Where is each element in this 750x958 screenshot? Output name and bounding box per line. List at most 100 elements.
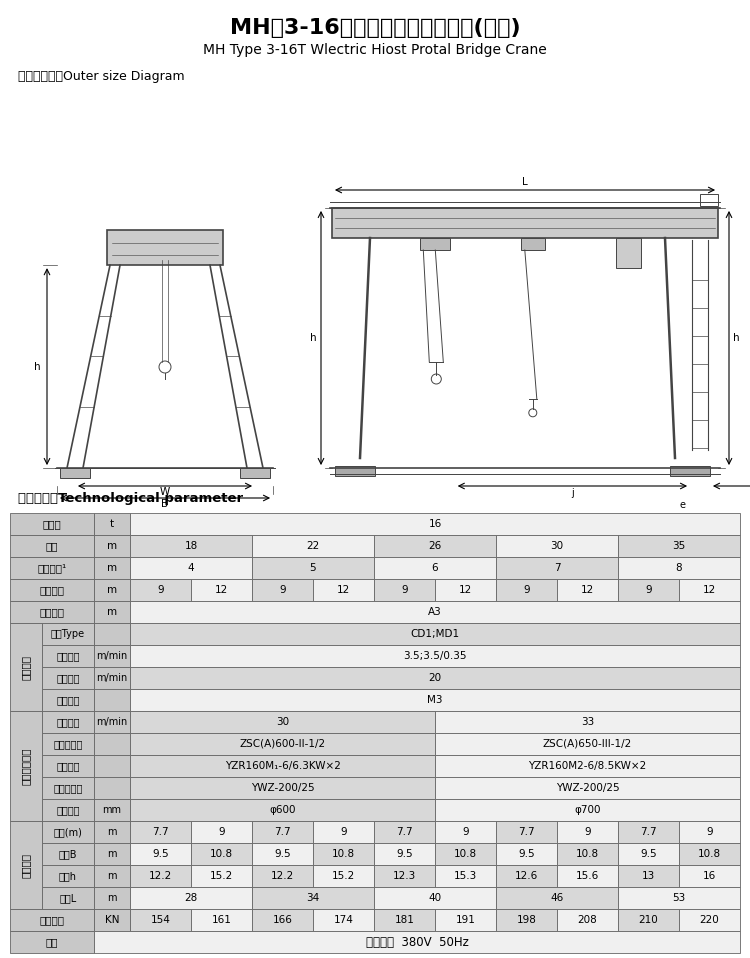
- Text: 5: 5: [310, 563, 316, 573]
- Text: 起重量: 起重量: [43, 519, 62, 529]
- Bar: [520, 238, 544, 250]
- Bar: [10, 623, 42, 711]
- Bar: [42, 887, 94, 909]
- Text: h: h: [733, 333, 740, 343]
- Bar: [557, 909, 618, 931]
- Text: 10.8: 10.8: [698, 849, 721, 859]
- Bar: [130, 821, 191, 843]
- Bar: [496, 843, 557, 865]
- Text: 12: 12: [337, 585, 350, 595]
- Bar: [10, 535, 94, 557]
- Bar: [94, 623, 130, 645]
- Bar: [94, 887, 130, 909]
- Text: 154: 154: [151, 915, 170, 925]
- Bar: [130, 579, 191, 601]
- Text: 电动葫芦: 电动葫芦: [21, 654, 31, 679]
- Bar: [42, 843, 94, 865]
- Bar: [42, 689, 94, 711]
- Text: 起升速度: 起升速度: [56, 651, 80, 661]
- Text: 191: 191: [455, 915, 476, 925]
- Text: YZR160M2-6/8.5KW×2: YZR160M2-6/8.5KW×2: [528, 761, 646, 771]
- Text: j: j: [571, 488, 574, 498]
- Bar: [435, 821, 496, 843]
- Bar: [94, 601, 130, 623]
- Text: 9.5: 9.5: [274, 849, 291, 859]
- Bar: [313, 865, 374, 887]
- Text: 最大轮压: 最大轮压: [40, 915, 64, 925]
- Bar: [10, 909, 94, 931]
- Text: φ600: φ600: [269, 805, 296, 815]
- Text: m/min: m/min: [96, 673, 128, 683]
- Text: 9.5: 9.5: [152, 849, 169, 859]
- Bar: [42, 623, 94, 645]
- Bar: [94, 799, 130, 821]
- Text: mm: mm: [103, 805, 122, 815]
- Text: 型号Type: 型号Type: [51, 629, 85, 639]
- Bar: [130, 799, 435, 821]
- Bar: [60, 468, 90, 478]
- Bar: [557, 843, 618, 865]
- Bar: [94, 733, 130, 755]
- Text: 9.5: 9.5: [396, 849, 412, 859]
- Bar: [42, 711, 94, 733]
- Text: 9: 9: [218, 827, 225, 837]
- Text: 运行速度: 运行速度: [56, 673, 80, 683]
- Text: 工作级别: 工作级别: [56, 695, 80, 705]
- Text: 12: 12: [703, 585, 716, 595]
- Bar: [94, 535, 130, 557]
- Bar: [94, 689, 130, 711]
- Text: 161: 161: [211, 915, 232, 925]
- Bar: [252, 887, 374, 909]
- Text: 210: 210: [638, 915, 658, 925]
- Text: M3: M3: [427, 695, 442, 705]
- Bar: [313, 579, 374, 601]
- Text: 15.3: 15.3: [454, 871, 477, 881]
- Bar: [374, 909, 435, 931]
- Text: 外形尺寸图：Outer size Diagram: 外形尺寸图：Outer size Diagram: [18, 70, 184, 82]
- Bar: [42, 645, 94, 667]
- Text: 9: 9: [645, 585, 652, 595]
- Bar: [130, 777, 435, 799]
- Bar: [420, 238, 450, 250]
- Bar: [700, 194, 718, 206]
- Bar: [496, 865, 557, 887]
- Text: 174: 174: [334, 915, 353, 925]
- Bar: [679, 909, 740, 931]
- Text: MH Type 3-16T Wlectric Hiost Protal Bridge Crane: MH Type 3-16T Wlectric Hiost Protal Brid…: [203, 43, 547, 57]
- Text: 12.3: 12.3: [393, 871, 416, 881]
- Bar: [94, 843, 130, 865]
- Bar: [435, 843, 496, 865]
- Bar: [252, 821, 313, 843]
- Text: 33: 33: [580, 717, 594, 727]
- Text: 起升高度: 起升高度: [40, 585, 64, 595]
- Bar: [435, 777, 740, 799]
- Bar: [130, 711, 435, 733]
- Text: m: m: [107, 827, 117, 837]
- Bar: [94, 513, 130, 535]
- Text: 16: 16: [703, 871, 716, 881]
- Text: 基本尺寸: 基本尺寸: [21, 853, 31, 878]
- Bar: [130, 623, 740, 645]
- Bar: [130, 535, 252, 557]
- Bar: [94, 557, 130, 579]
- Text: 大车运行机构: 大车运行机构: [21, 747, 31, 785]
- Bar: [435, 579, 496, 601]
- Text: 9.5: 9.5: [518, 849, 535, 859]
- Bar: [335, 466, 375, 476]
- Text: φ700: φ700: [574, 805, 601, 815]
- Bar: [618, 535, 740, 557]
- Text: 12.2: 12.2: [148, 871, 172, 881]
- Text: 9: 9: [524, 585, 530, 595]
- Bar: [618, 821, 679, 843]
- Text: 7.7: 7.7: [274, 827, 291, 837]
- Bar: [313, 909, 374, 931]
- Bar: [435, 909, 496, 931]
- Text: 9.5: 9.5: [640, 849, 657, 859]
- Text: 总高h: 总高h: [59, 871, 77, 881]
- Text: 10.8: 10.8: [332, 849, 355, 859]
- Text: 工作级别: 工作级别: [40, 607, 64, 617]
- Text: 10.8: 10.8: [576, 849, 599, 859]
- Text: 9: 9: [340, 827, 346, 837]
- Text: W: W: [160, 487, 170, 497]
- Bar: [557, 821, 618, 843]
